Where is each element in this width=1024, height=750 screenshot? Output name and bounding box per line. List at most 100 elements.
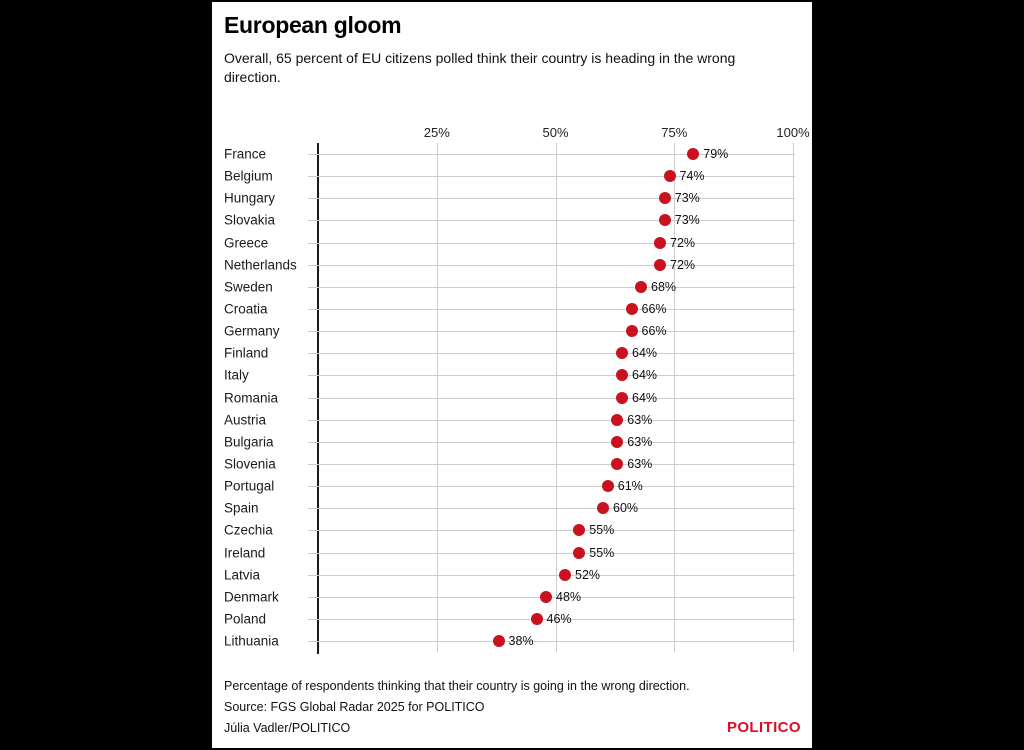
data-point-value-label: 73% [674, 213, 700, 228]
row-gridline [308, 419, 795, 421]
chart-row: Sweden 68% [212, 276, 812, 298]
data-point-value-label: 64% [632, 368, 658, 383]
data-point-dot [658, 214, 671, 227]
country-label: Denmark [224, 589, 279, 605]
data-point-value-label: 61% [617, 479, 643, 494]
chart-row: Italy 64% [212, 364, 812, 386]
country-label: Romania [224, 390, 279, 406]
chart-row: Ireland 55% [212, 542, 812, 564]
data-point-value-label: 60% [613, 501, 639, 516]
x-axis-tick-label: 25% [423, 125, 450, 140]
country-label: Ireland [224, 545, 266, 561]
data-point-dot [530, 612, 543, 625]
data-point-dot [559, 568, 571, 581]
row-gridline [308, 308, 795, 310]
country-label: Lithuania [224, 633, 279, 649]
country-label: Spain [224, 500, 259, 516]
row-gridline [308, 286, 795, 288]
data-point-value-label: 64% [632, 346, 658, 361]
data-point-dot [616, 347, 628, 360]
chart-byline: Júlia Vadler/POLITICO [224, 721, 351, 735]
row-gridline [308, 618, 795, 620]
chart-subtitle: Overall, 65 percent of EU citizens polle… [224, 50, 736, 85]
chart-row: Croatia 66% [212, 298, 812, 320]
row-gridline [308, 530, 795, 532]
chart-row: Lithuania 38% [212, 630, 812, 652]
data-point-value-label: 55% [589, 523, 615, 538]
country-label: Netherlands [224, 257, 297, 273]
row-gridline [308, 508, 795, 510]
data-point-dot [611, 435, 624, 448]
chart-row: Spain 60% [212, 497, 812, 519]
data-point-value-label: 74% [679, 169, 705, 184]
row-gridline [308, 375, 795, 377]
chart-row: Latvia 52% [212, 564, 812, 586]
page-title: European gloom [224, 12, 402, 38]
data-point-value-label: 48% [556, 589, 582, 604]
data-point-value-label: 79% [703, 147, 729, 161]
chart-row: Slovenia 63% [212, 453, 812, 475]
data-point-value-label: 66% [641, 324, 667, 339]
row-gridline [308, 331, 795, 333]
row-gridline [308, 198, 795, 200]
data-point-dot [625, 302, 638, 315]
vertical-gridline [555, 143, 557, 652]
chart-row: Germany 66% [212, 320, 812, 342]
data-point-dot [625, 325, 638, 338]
country-label: Greece [224, 235, 269, 251]
data-point-value-label: 72% [670, 257, 696, 272]
chart-row: Belgium 74% [212, 165, 812, 187]
chart-panel: European gloom Overall, 65 percent of EU… [212, 2, 812, 748]
row-gridline [308, 176, 795, 178]
row-gridline [308, 264, 795, 266]
data-point-value-label: 73% [674, 191, 700, 206]
data-point-value-label: 72% [670, 235, 696, 250]
row-gridline [308, 463, 795, 465]
data-point-dot [658, 192, 671, 205]
data-point-dot [573, 546, 586, 559]
country-label: Belgium [224, 168, 273, 184]
chart-source: Source: FGS Global Radar 2025 for POLITI… [224, 700, 485, 714]
data-point-dot [635, 280, 647, 293]
country-label: Croatia [224, 301, 268, 317]
data-point-value-label: 63% [627, 456, 653, 471]
dot-plot-chart: 25% 50% 75% 100% France 79% Belgium 74% Hungary… [212, 2, 812, 748]
chart-row: Romania 64% [212, 387, 812, 409]
x-axis-tick-label: 75% [661, 125, 688, 140]
data-point-dot [597, 502, 609, 515]
data-point-dot [540, 590, 552, 603]
country-label: France [224, 146, 267, 162]
country-label: Bulgaria [224, 434, 274, 450]
politico-logo: POLITICO [726, 719, 801, 736]
row-gridline [308, 154, 795, 155]
country-label: Portugal [224, 478, 275, 494]
country-label: Sweden [224, 279, 273, 295]
data-point-value-label: 55% [589, 545, 615, 560]
data-point-dot [654, 258, 666, 271]
row-gridline [308, 641, 795, 643]
data-point-value-label: 63% [627, 412, 653, 427]
row-gridline [308, 552, 795, 554]
x-axis-tick-label: 50% [542, 125, 569, 140]
data-point-value-label: 46% [546, 611, 572, 626]
row-gridline [308, 220, 795, 222]
row-gridline [308, 486, 795, 488]
data-point-dot [663, 170, 676, 183]
chart-rows: France 79% Belgium 74% Hungary 73% Slovakia 73%… [212, 143, 812, 652]
data-point-dot [616, 391, 628, 404]
row-gridline [308, 441, 795, 443]
chart-row: Portugal 61% [212, 475, 812, 497]
data-point-dot [573, 524, 586, 537]
chart-note: Percentage of respondents thinking that … [224, 679, 690, 693]
data-point-value-label: 63% [627, 434, 653, 449]
chart-row: Denmark 48% [212, 586, 812, 608]
row-gridline [308, 574, 795, 576]
data-point-value-label: 38% [508, 634, 534, 649]
data-point-dot [492, 635, 505, 648]
country-label: Hungary [224, 190, 276, 206]
country-label: Germany [224, 323, 280, 339]
country-label: Slovakia [224, 212, 276, 228]
x-axis-tick-label: 100% [776, 125, 810, 140]
data-point-value-label: 66% [641, 301, 667, 316]
